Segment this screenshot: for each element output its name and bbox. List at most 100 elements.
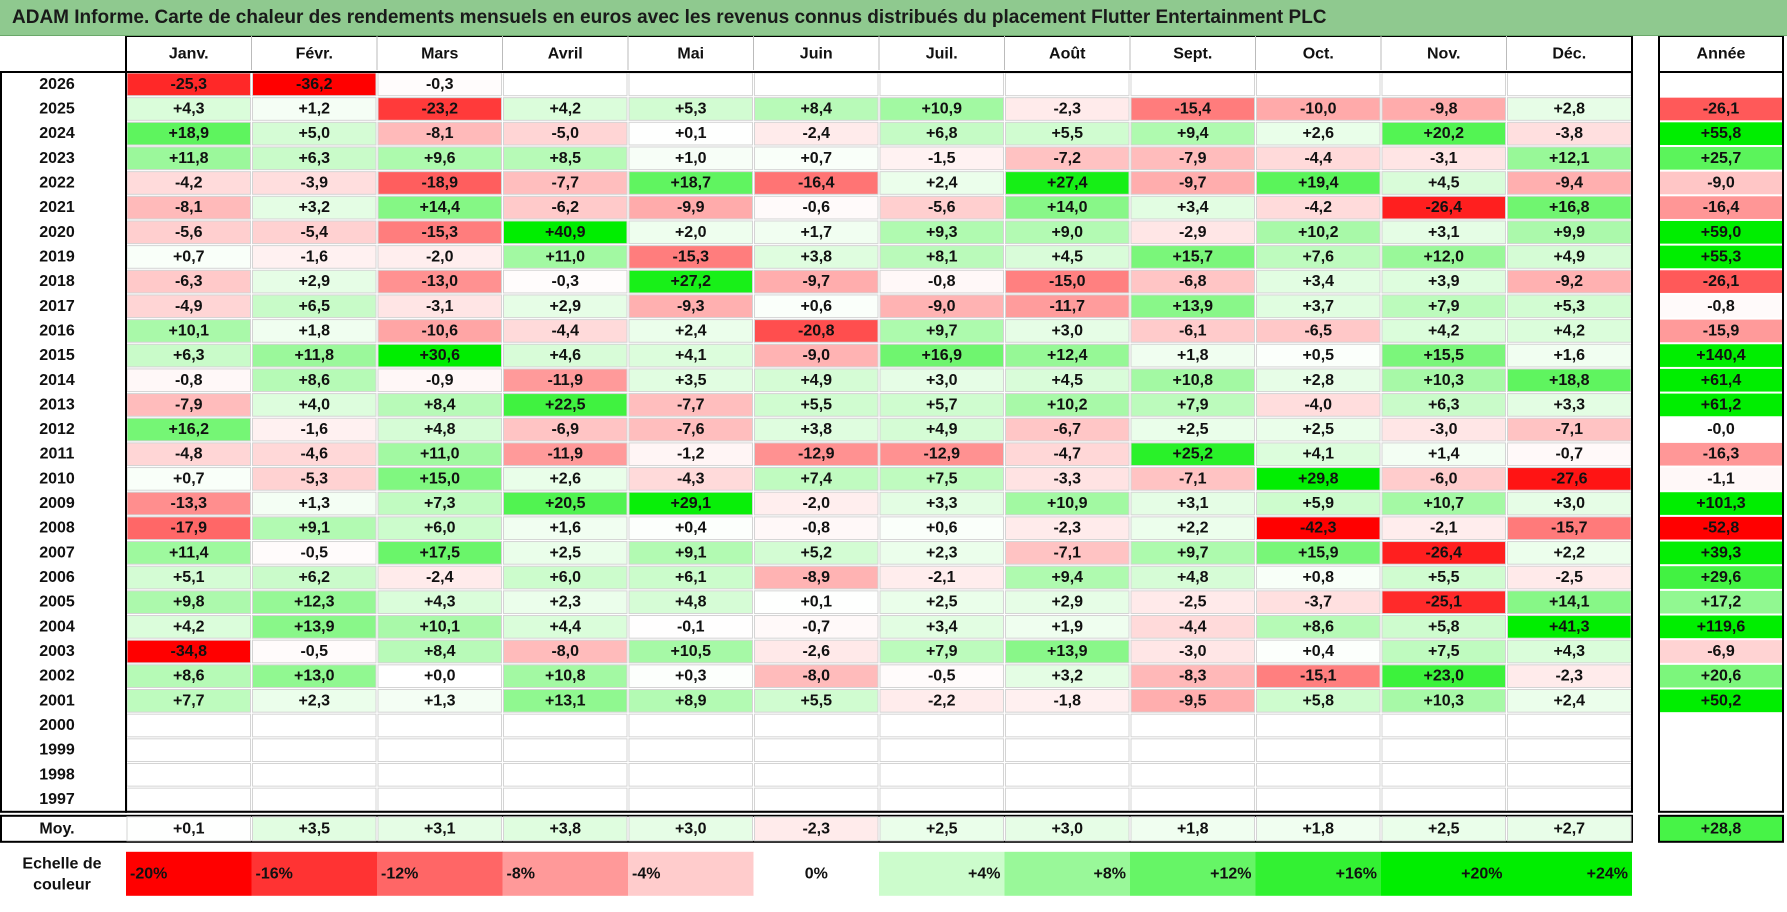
cell-value: +1,3	[424, 692, 456, 709]
heatmap-cell	[1130, 368, 1255, 393]
cell-value: +10,8	[1173, 372, 1214, 389]
heatmap-cell	[1507, 713, 1632, 738]
cell-value: +10,1	[420, 618, 461, 635]
cell-value: -2,0	[426, 248, 454, 265]
heatmap-cell	[1381, 393, 1506, 417]
heatmap-cell	[252, 787, 377, 812]
cell-value: +7,6	[1302, 248, 1334, 265]
heatmap-cell	[754, 738, 879, 762]
heatmap-cell	[879, 762, 1004, 787]
cell-value: -8,3	[1179, 668, 1207, 685]
page-title: ADAM Informe. Carte de chaleur des rende…	[0, 0, 1787, 36]
heatmap-cell	[1256, 195, 1381, 220]
year-label: 2009	[39, 495, 75, 512]
cell-value: -4,4	[1304, 150, 1332, 167]
cell-value: +10,7	[1424, 495, 1465, 512]
heatmap-cell	[1130, 738, 1255, 762]
heatmap-cell	[1130, 245, 1255, 269]
cell-value: -2,3	[1053, 520, 1081, 537]
cell-value: +2,4	[926, 174, 958, 191]
cell-value: -1,5	[928, 150, 956, 167]
heatmap-cell	[1381, 294, 1506, 319]
heatmap-cell	[377, 417, 502, 442]
heatmap-cell	[1005, 615, 1130, 639]
annual-value: +101,3	[1696, 495, 1745, 512]
annual-cell	[1660, 492, 1782, 515]
average-cell	[252, 816, 377, 842]
heatmap-cell	[754, 762, 879, 787]
cell-value: -2,0	[802, 495, 830, 512]
cell-value: -36,2	[296, 76, 333, 93]
heatmap-cell	[252, 442, 377, 467]
heatmap-cell	[1005, 393, 1130, 417]
cell-value: +14,1	[1549, 594, 1590, 611]
cell-value: -15,7	[1551, 520, 1588, 537]
cell-value: -4,7	[1053, 446, 1081, 463]
heatmap-cell	[879, 417, 1004, 442]
heatmap-cell	[503, 615, 628, 639]
cell-value: +0,6	[926, 520, 958, 537]
cell-value: +0,0	[424, 668, 456, 685]
year-label: 2005	[39, 594, 75, 611]
heatmap-cell	[1005, 565, 1130, 590]
cell-value: +15,5	[1424, 347, 1465, 364]
annual-value: -1,1	[1707, 470, 1735, 487]
cell-value: +1,8	[298, 322, 330, 339]
heatmap-cell	[628, 220, 753, 245]
heatmap-cell	[879, 787, 1004, 812]
heatmap-cell	[252, 467, 377, 491]
scale-swatch	[1381, 851, 1507, 896]
cell-value: -7,1	[1179, 470, 1207, 487]
heatmap-cell	[1507, 787, 1632, 812]
annual-value: +39,3	[1701, 544, 1742, 561]
cell-value: -16,4	[798, 174, 835, 191]
heatmap-cell	[377, 393, 502, 417]
year-label: 2004	[39, 618, 75, 635]
cell-value: +13,0	[294, 668, 335, 685]
heatmap-cell	[879, 491, 1004, 516]
heatmap-cell	[1130, 417, 1255, 442]
heatmap-cell	[252, 565, 377, 590]
heatmap-cell	[1005, 417, 1130, 442]
cell-value: -4,3	[677, 470, 705, 487]
cell-value: +2,6	[1302, 125, 1334, 142]
heatmap-cell	[879, 245, 1004, 269]
heatmap-cell	[754, 171, 879, 195]
cell-value: +6,0	[424, 520, 456, 537]
heatmap-cell	[377, 245, 502, 269]
year-label: 2026	[39, 76, 75, 93]
scale-swatch	[1255, 851, 1381, 896]
cell-value: +8,6	[298, 372, 330, 389]
heatmap-cell	[377, 97, 502, 121]
heatmap-cell	[503, 269, 628, 294]
heatmap-cell	[1256, 393, 1381, 417]
cell-value: +15,9	[1298, 544, 1339, 561]
scale-swatch	[879, 851, 1005, 896]
heatmap-cell	[879, 664, 1004, 689]
heatmap-cell	[628, 368, 753, 393]
cell-value: +18,8	[1549, 372, 1590, 389]
heatmap-cell	[628, 195, 753, 220]
scale-swatch	[1130, 851, 1256, 896]
heatmap-cell	[1381, 664, 1506, 689]
heatmap-cell	[503, 442, 628, 467]
cell-value: +7,9	[926, 643, 958, 660]
annual-cell	[1660, 319, 1782, 343]
cell-value: +4,9	[926, 421, 958, 438]
heatmap-cell	[1005, 491, 1130, 516]
heatmap-cell	[252, 639, 377, 664]
heatmap-cell	[1256, 343, 1381, 368]
cell-value: +23,0	[1424, 668, 1465, 685]
cell-value: -18,9	[422, 174, 459, 191]
heatmap-cell	[1130, 713, 1255, 738]
heatmap-cell	[628, 491, 753, 516]
cell-value: +30,6	[420, 347, 461, 364]
cell-value: +3,2	[298, 199, 330, 216]
cell-value: +3,7	[1302, 298, 1334, 315]
heatmap-cell	[503, 590, 628, 615]
heatmap-cell	[252, 294, 377, 319]
heatmap-cell	[754, 664, 879, 689]
heatmap-cell	[879, 516, 1004, 541]
cell-value: +3,8	[800, 248, 832, 265]
scale-swatch	[1004, 851, 1130, 896]
